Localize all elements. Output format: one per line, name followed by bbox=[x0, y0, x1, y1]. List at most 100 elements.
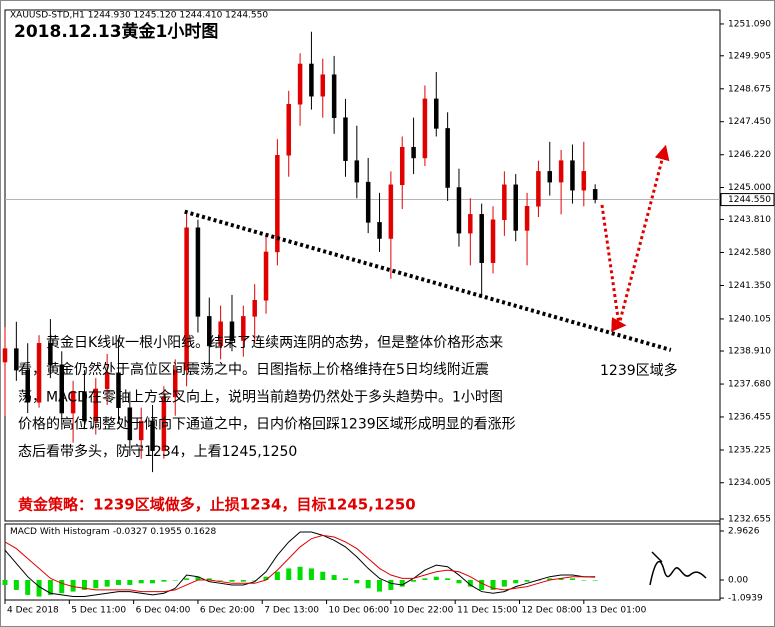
candle-body bbox=[138, 420, 144, 441]
last-price-label: 1244.550 bbox=[728, 195, 771, 205]
macd-histogram-bar bbox=[308, 568, 314, 581]
candle-body bbox=[468, 214, 473, 234]
macd-histogram-bar bbox=[81, 580, 87, 590]
candle-body bbox=[502, 184, 507, 220]
trendline bbox=[184, 209, 672, 352]
last-price-box bbox=[720, 193, 775, 207]
y-tick-label: 1241.350 bbox=[728, 281, 771, 291]
macd-last: 0.1955 bbox=[150, 527, 182, 537]
signal-last: 0.1628 bbox=[185, 527, 217, 537]
candle-body bbox=[161, 396, 167, 451]
candle-body bbox=[581, 171, 587, 191]
macd-histogram-bar bbox=[411, 580, 417, 582]
macd-histogram-bar bbox=[365, 580, 371, 589]
macd-histogram-bar bbox=[184, 578, 190, 581]
candle-body bbox=[388, 184, 394, 239]
macd-histogram-bar bbox=[172, 580, 178, 581]
candle-body bbox=[93, 388, 99, 422]
macd-histogram-bar bbox=[229, 580, 235, 582]
analysis-line: 价格的高位调整处于倾向下通道之中，日内价格回踩1239区域形成明显的看涨形 bbox=[18, 416, 516, 433]
callout: 1239区域多 bbox=[600, 362, 678, 379]
macd-histogram-bar bbox=[558, 578, 564, 581]
macd-histogram-bar bbox=[331, 575, 337, 581]
macd-histogram-bar bbox=[581, 580, 587, 581]
macd-histogram-bar bbox=[252, 580, 258, 581]
candle-body bbox=[297, 63, 303, 105]
x-tick-label: 5 Dec 11:00 bbox=[71, 606, 126, 616]
candle-body bbox=[116, 372, 121, 408]
macd-histogram-bar bbox=[150, 580, 156, 584]
candle-body bbox=[2, 348, 8, 363]
macd-histogram-bar bbox=[524, 580, 530, 582]
signal-line bbox=[4, 534, 596, 593]
y2-tick-label: 2.9626 bbox=[728, 527, 760, 537]
candle-body bbox=[275, 155, 280, 253]
macd-histogram-bar bbox=[569, 578, 575, 581]
x-tick-label: 12 Dec 08:00 bbox=[521, 606, 582, 616]
macd-histogram-bar bbox=[399, 580, 405, 587]
y-tick-label: 1232.655 bbox=[728, 514, 771, 524]
macd-histogram-bar bbox=[286, 568, 292, 581]
candle-body bbox=[195, 227, 201, 317]
macd-histogram-bar bbox=[388, 580, 394, 590]
x-tick-label: 4 Dec 2018 bbox=[7, 606, 59, 616]
macd-histogram-bar bbox=[127, 580, 133, 585]
candle-body bbox=[320, 74, 326, 97]
macd-histogram-bar bbox=[161, 580, 167, 582]
macd-histogram-bar bbox=[59, 580, 65, 594]
macd-histogram-bar bbox=[115, 580, 121, 585]
y-tick-label: 1235.225 bbox=[728, 445, 771, 455]
x-tick-label: 10 Dec 22:00 bbox=[393, 606, 454, 616]
macd-header: MACD With Histogram -0.0327 0.1955 0.162… bbox=[10, 527, 216, 537]
symbol-header: XAUUSD-STD,H1 1244.930 1245.120 1244.410… bbox=[10, 11, 268, 21]
candle-body bbox=[399, 146, 405, 186]
x-tick-label: 6 Dec 20:00 bbox=[200, 606, 255, 616]
candle-body bbox=[343, 117, 348, 161]
macd-histogram-bar bbox=[320, 571, 326, 581]
macd-histogram-bar bbox=[422, 578, 428, 581]
candle-body bbox=[127, 407, 133, 441]
macd-histogram-bar bbox=[342, 578, 348, 581]
y-tick-label: 1240.105 bbox=[728, 314, 771, 324]
candle-body bbox=[445, 128, 450, 188]
macd-histogram-bar bbox=[240, 580, 246, 582]
macd-histogram-bar bbox=[25, 580, 31, 595]
candle-body bbox=[524, 206, 530, 231]
macd-histogram-bar bbox=[297, 566, 303, 581]
candle-body bbox=[536, 171, 541, 207]
y-tick-label: 1237.680 bbox=[728, 380, 771, 390]
y-tick-label: 1245.000 bbox=[728, 183, 771, 193]
candle-body bbox=[36, 342, 42, 403]
x-tick-label: 10 Dec 06:00 bbox=[329, 606, 390, 616]
candle-body bbox=[207, 316, 212, 347]
macd-histogram-bar bbox=[206, 578, 212, 581]
analysis-line: 黄金日K线收一根小阳线。结束了连续两连阴的态势，但是整体价格形态来 bbox=[18, 334, 503, 351]
macd-histogram-bar bbox=[377, 580, 383, 592]
candle-body bbox=[25, 369, 30, 403]
macd-histogram-bar bbox=[513, 580, 519, 584]
macd-histogram-bar bbox=[93, 580, 99, 589]
macd-histogram-bar bbox=[456, 580, 462, 584]
macd-histogram-bar bbox=[445, 578, 451, 581]
candle-body bbox=[377, 222, 382, 239]
x-tick-label: 7 Dec 13:00 bbox=[264, 606, 319, 616]
macd-histogram-bar bbox=[592, 580, 598, 581]
candle-body bbox=[434, 98, 439, 129]
candle-body bbox=[547, 171, 553, 183]
y-tick-label: 1247.450 bbox=[728, 117, 771, 127]
y-tick-label: 1242.580 bbox=[728, 248, 771, 258]
macd-histogram-bar bbox=[70, 580, 76, 592]
y-tick-label: 1246.220 bbox=[728, 150, 771, 160]
macd-histogram-bar bbox=[218, 580, 224, 581]
candle-body bbox=[172, 369, 178, 398]
candle-body bbox=[570, 160, 575, 191]
x-tick-label: 11 Dec 15:00 bbox=[457, 606, 518, 616]
x-tick-label: 13 Dec 01:00 bbox=[586, 606, 647, 616]
macd-histogram-bar bbox=[36, 580, 42, 597]
strategy: 黄金策略：1239区域做多，止损1234，目标1245,1250 bbox=[18, 496, 416, 514]
y-tick-label: 1243.810 bbox=[728, 215, 771, 225]
y-tick-label: 1236.455 bbox=[728, 412, 771, 422]
analysis-line: 看，黄金仍然处于高位区间震荡之中。日图指标上价格维持在5日均线附近震 bbox=[18, 361, 489, 378]
macd-histogram-bar bbox=[104, 580, 110, 587]
